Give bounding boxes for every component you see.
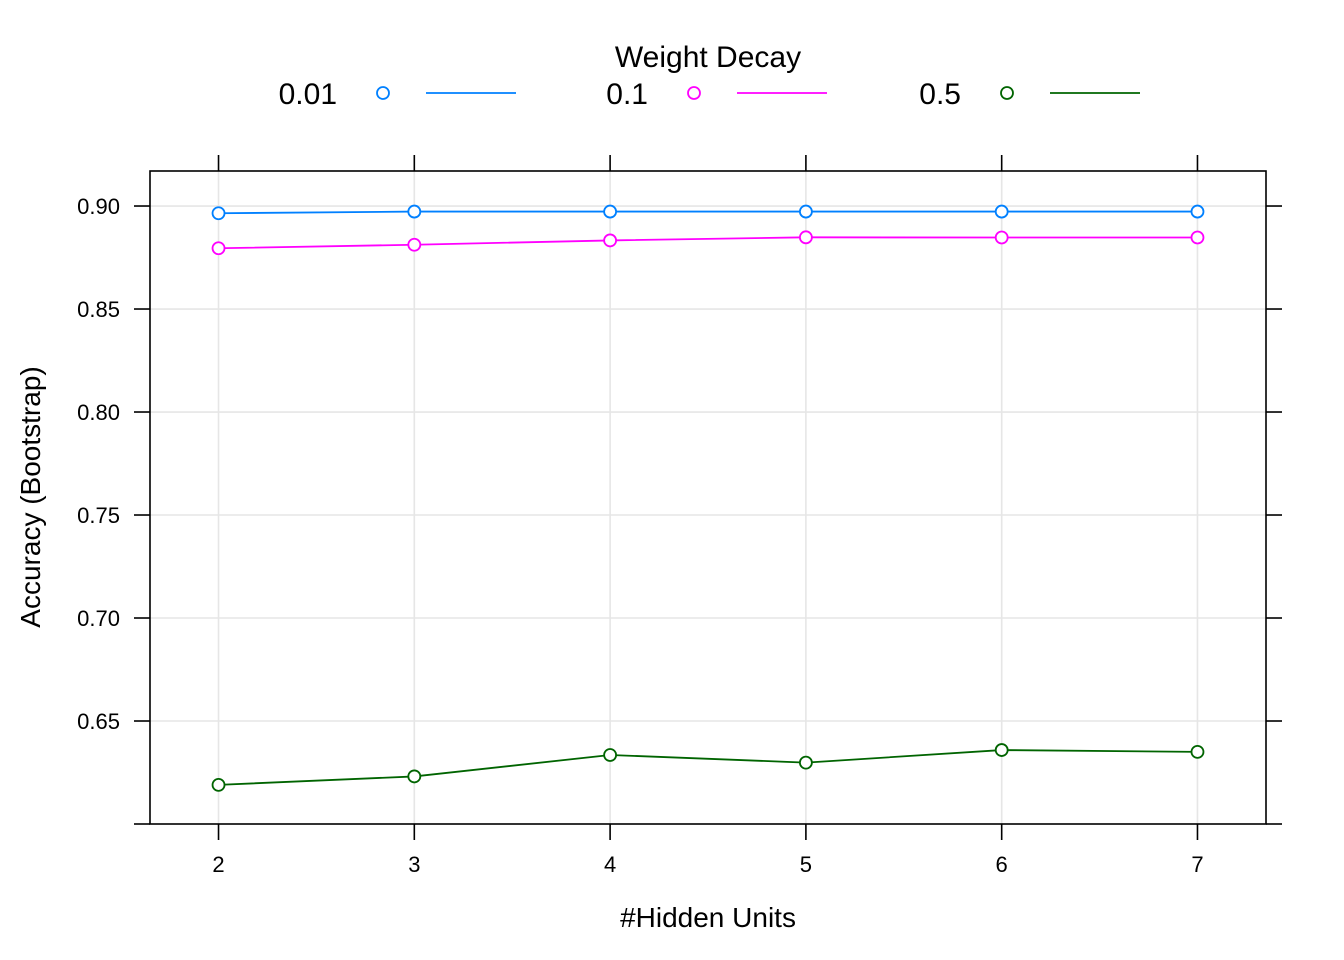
- plot-frame: [149, 170, 1267, 825]
- data-point: [211, 241, 226, 256]
- x-tick-label: 5: [800, 852, 812, 877]
- data-point: [994, 743, 1009, 757]
- data-point: [603, 233, 618, 248]
- y-tick-label: 0.70: [77, 606, 120, 631]
- data-point: [1190, 230, 1205, 245]
- axis-ticks: 2 3 4 5 6 7 0.65 0.70 0.75 0.80 0.85 0.90: [77, 155, 1282, 877]
- data-point: [603, 204, 618, 219]
- legend-marker: [687, 86, 701, 100]
- data-point: [211, 777, 226, 792]
- data-point: [407, 237, 422, 252]
- legend-label: 0.01: [279, 78, 337, 111]
- grid: [150, 171, 1266, 824]
- y-tick-label: 0.90: [77, 194, 120, 219]
- series-line: [218, 210, 1198, 215]
- y-tick-label: 0.80: [77, 400, 120, 425]
- data-point: [1190, 745, 1205, 759]
- data-point: [211, 206, 226, 221]
- series-1: [211, 230, 1205, 256]
- legend: Weight Decay 0.01 0.1 0.5: [279, 41, 1140, 111]
- x-tick-label: 3: [408, 852, 420, 877]
- x-tick-label: 2: [212, 852, 224, 877]
- series-line: [218, 749, 1198, 786]
- legend-marker: [376, 86, 390, 100]
- data-point: [798, 230, 813, 245]
- data-point: [798, 204, 813, 219]
- data-point: [407, 769, 422, 784]
- x-tick-label: 4: [604, 852, 616, 877]
- legend-label: 0.5: [919, 78, 961, 111]
- series-2: [211, 743, 1205, 792]
- series-line: [218, 236, 1198, 250]
- y-tick-label: 0.65: [77, 709, 120, 734]
- series-0: [211, 204, 1205, 221]
- x-axis-title: #Hidden Units: [620, 902, 796, 933]
- x-tick-label: 7: [1191, 852, 1203, 877]
- data-point: [603, 748, 618, 762]
- data-point: [407, 204, 422, 219]
- y-axis-title: Accuracy (Bootstrap): [15, 366, 46, 627]
- legend-title: Weight Decay: [615, 41, 801, 74]
- legend-marker: [1000, 86, 1014, 100]
- data-point: [994, 204, 1009, 219]
- y-tick-label: 0.75: [77, 503, 120, 528]
- legend-items: 0.01 0.1 0.5: [279, 78, 1140, 111]
- data-point: [798, 755, 813, 770]
- series-layer: [211, 204, 1205, 792]
- x-tick-label: 6: [996, 852, 1008, 877]
- data-point: [1190, 204, 1205, 219]
- data-point: [994, 230, 1009, 245]
- legend-label: 0.1: [606, 78, 648, 111]
- y-tick-label: 0.85: [77, 297, 120, 322]
